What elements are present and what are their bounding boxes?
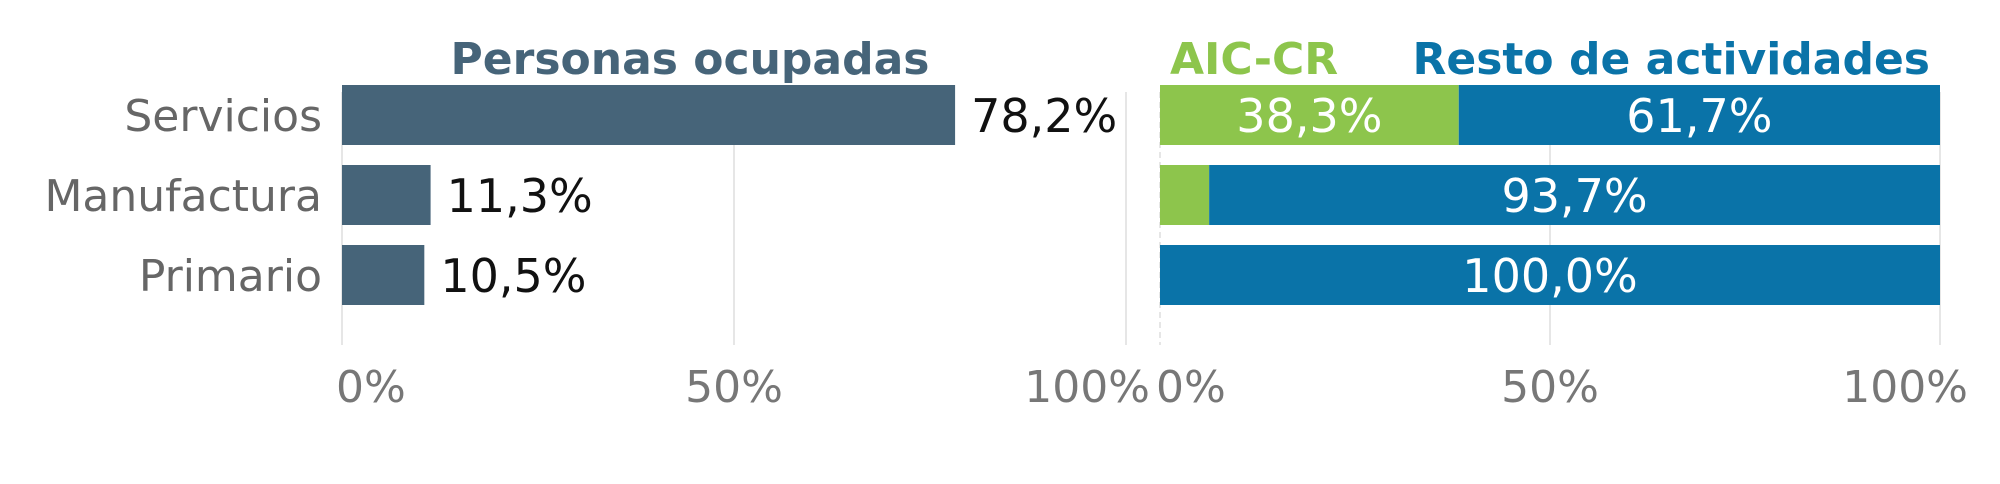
right-tick-label-0: 0% (1156, 362, 1226, 413)
left-panel-personas-ocupadas: Personas ocupadas Servicios Manufactura Pr… (44, 34, 1150, 413)
legend-resto-de-actividades: Resto de actividades (1412, 34, 1930, 85)
right-panel-stacked: AIC-CR Resto de actividades 38,3% 61,7% 93… (1156, 34, 1968, 413)
left-value-labels: 78,2% 11,3% 10,5% (440, 89, 1117, 303)
left-bars (342, 85, 956, 305)
bar-servicios-resto-de-actividades (1458, 85, 1940, 145)
left-x-axis-ticks: 0% 50% 100% (336, 362, 1150, 413)
bar-manufactura-resto-de-actividades (1209, 165, 1940, 225)
left-tick-label-50: 50% (685, 362, 783, 413)
right-value-labels: 38,3% 61,7% 93,7% 100,0% (1236, 89, 1772, 303)
bar-manufactura (342, 165, 431, 225)
value-label-manufactura: 11,3% (447, 169, 593, 223)
value-label-servicios-aic-cr: 38,3% (1236, 89, 1382, 143)
right-tick-label-100: 100% (1842, 362, 1968, 413)
bar-servicios (342, 85, 956, 145)
right-tick-label-50: 50% (1501, 362, 1599, 413)
value-label-primario: 10,5% (440, 249, 586, 303)
value-label-servicios-resto-de-actividades: 61,7% (1626, 89, 1772, 143)
left-tick-label-0: 0% (336, 362, 406, 413)
category-labels: Servicios Manufactura Primario (44, 91, 322, 302)
value-label-servicios: 78,2% (971, 89, 1117, 143)
right-x-axis-ticks: 0% 50% 100% (1156, 362, 1968, 413)
right-stacked-bars (1160, 85, 1940, 305)
bar-servicios-aic-cr (1160, 85, 1459, 145)
bar-primario (342, 245, 425, 305)
bar-primario-resto-de-actividades (1160, 245, 1940, 305)
legend: AIC-CR Resto de actividades (1170, 34, 1930, 85)
left-chart-title: Personas ocupadas (451, 34, 930, 85)
left-tick-label-100: 100% (1024, 362, 1150, 413)
value-label-manufactura-resto-de-actividades: 93,7% (1501, 169, 1647, 223)
legend-aic-cr: AIC-CR (1170, 34, 1338, 85)
category-label-manufactura: Manufactura (44, 171, 322, 222)
bar-manufactura-aic-cr (1160, 165, 1210, 225)
category-label-servicios: Servicios (124, 91, 322, 142)
value-label-primario-resto-de-actividades: 100,0% (1462, 249, 1637, 303)
category-label-primario: Primario (139, 251, 322, 302)
